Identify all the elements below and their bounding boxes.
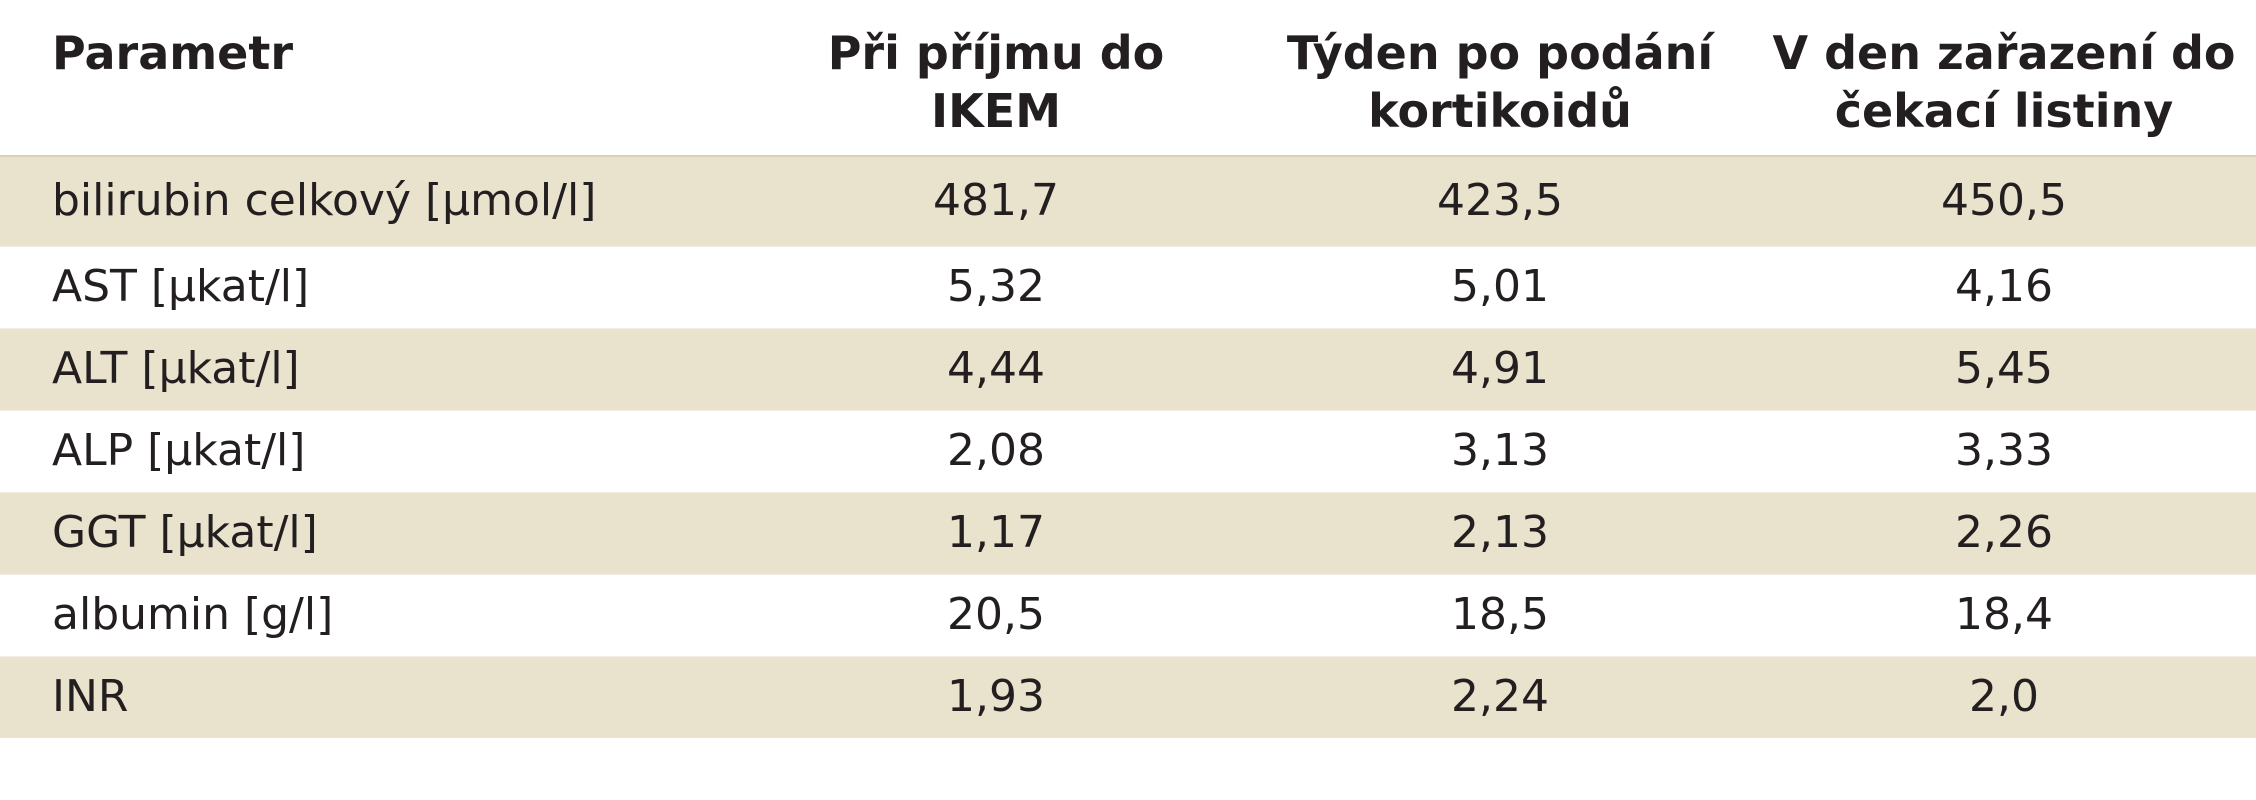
value-cell: 1,17	[744, 491, 1248, 574]
value-cell: 4,91	[1248, 327, 1752, 410]
value-cell: 20,5	[744, 573, 1248, 656]
row-parameter-cell: INR	[0, 655, 744, 738]
value-cell: 18,5	[1248, 573, 1752, 656]
header-admission-line2: IKEM	[931, 84, 1061, 138]
table-row: albumin [g/l] 20,5 18,5 18,4	[0, 573, 2256, 656]
value-cell: 3,33	[1752, 409, 2256, 492]
header-parameter: Parametr	[0, 0, 744, 157]
value-cell: 1,93	[744, 655, 1248, 738]
value-cell: 5,32	[744, 245, 1248, 328]
value-cell: 3,13	[1248, 409, 1752, 492]
table-row: bilirubin celkový [µmol/l] 481,7 423,5 4…	[0, 155, 2256, 246]
header-week-line1: Týden po podání	[1286, 26, 1714, 80]
value-cell: 450,5	[1752, 155, 2256, 246]
row-parameter-cell: GGT [µkat/l]	[0, 491, 744, 574]
header-row: Parametr Při příjmu do IKEM Týden po pod…	[0, 0, 2256, 157]
header-week-line2: kortikoidů	[1368, 84, 1632, 138]
value-cell: 481,7	[744, 155, 1248, 246]
table-row: AST [µkat/l] 5,32 5,01 4,16	[0, 245, 2256, 328]
header-waiting-list-day: V den zařazení do čekací listiny	[1752, 0, 2256, 157]
lab-parameters-table: Parametr Při příjmu do IKEM Týden po pod…	[0, 0, 2256, 738]
header-waiting-line2: čekací listiny	[1834, 84, 2174, 138]
value-cell: 2,13	[1248, 491, 1752, 574]
value-cell: 2,0	[1752, 655, 2256, 738]
row-parameter-cell: ALP [µkat/l]	[0, 409, 744, 492]
value-cell: 2,08	[744, 409, 1248, 492]
table-row: INR 1,93 2,24 2,0	[0, 655, 2256, 738]
value-cell: 5,45	[1752, 327, 2256, 410]
value-cell: 423,5	[1248, 155, 1752, 246]
value-cell: 2,26	[1752, 491, 2256, 574]
header-week-after-corticoids: Týden po podání kortikoidů	[1248, 0, 1752, 157]
row-parameter-cell: bilirubin celkový [µmol/l]	[0, 155, 744, 246]
header-waiting-line1: V den zařazení do	[1772, 26, 2236, 80]
table-row: ALT [µkat/l] 4,44 4,91 5,45	[0, 327, 2256, 410]
value-cell: 4,44	[744, 327, 1248, 410]
value-cell: 5,01	[1248, 245, 1752, 328]
table-row: GGT [µkat/l] 1,17 2,13 2,26	[0, 491, 2256, 574]
table-row: ALP [µkat/l] 2,08 3,13 3,33	[0, 409, 2256, 492]
value-cell: 2,24	[1248, 655, 1752, 738]
value-cell: 18,4	[1752, 573, 2256, 656]
header-parameter-line1: Parametr	[52, 26, 294, 80]
row-parameter-cell: AST [µkat/l]	[0, 245, 744, 328]
value-cell: 4,16	[1752, 245, 2256, 328]
header-admission-line1: Při příjmu do	[827, 26, 1165, 80]
row-parameter-cell: ALT [µkat/l]	[0, 327, 744, 410]
header-admission: Při příjmu do IKEM	[744, 0, 1248, 157]
row-parameter-cell: albumin [g/l]	[0, 573, 744, 656]
